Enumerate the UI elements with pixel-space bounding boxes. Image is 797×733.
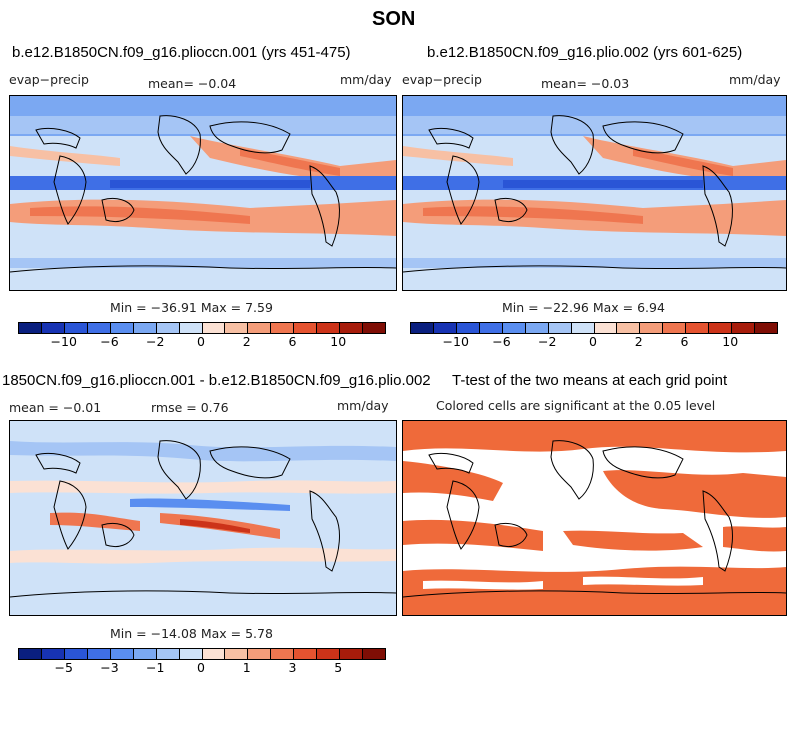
panel3-colorbar [18,648,386,660]
panel2-colorbar-swatch [617,323,641,333]
figure-title: SON [372,8,416,30]
panel1-colorbar-tick-label: −10 [50,334,77,349]
panel1-colorbar-tick-label: 6 [288,334,297,349]
panel3-colorbar-tick-label: 0 [197,660,205,675]
panel1-map [9,95,397,291]
panel3-mean: mean = −0.01 [9,400,102,415]
panel3-minmax: Min = −14.08 Max = 5.78 [110,626,273,641]
panel1-colorbar [18,322,386,334]
panel2-colorbar-swatch [525,323,549,333]
panel1-units: mm/day [340,72,392,87]
panel2-colorbar-swatch [502,323,526,333]
panel2-colorbar-swatch [594,323,618,333]
panel1-colorbar-swatch [225,323,249,333]
panel2-colorbar-swatch [456,323,480,333]
panel3-colorbar-tick-label: −5 [54,660,73,675]
panel1-colorbar-swatch [179,323,203,333]
panel3-colorbar-swatch [248,649,272,659]
panel4-subtitle: Colored cells are significant at the 0.0… [436,398,716,413]
panel1-minmax: Min = −36.91 Max = 7.59 [110,300,273,315]
panel2-colorbar [410,322,778,334]
panel1-colorbar-tick-label: −2 [146,334,165,349]
panel3-colorbar-tick-label: 5 [334,660,343,675]
panel3-colorbar-swatch [340,649,364,659]
panel1-title: b.e12.B1850CN.f09_g16.plioccn.001 (yrs 4… [12,44,351,61]
panel1-colorbar-swatch [156,323,180,333]
panel3-units: mm/day [337,398,389,413]
panel2-map-svg [403,96,786,290]
panel1-mean: mean= −0.04 [148,76,237,91]
panel1-colorbar-tick-label: −6 [100,334,119,349]
panel3-colorbar-swatch [110,649,134,659]
panel2-colorbar-tick-label: 10 [722,334,739,349]
panel1-colorbar-swatch [248,323,272,333]
panel1-colorbar-swatch [363,323,385,333]
panel2-colorbar-swatch [686,323,710,333]
panel3-colorbar-swatch [225,649,249,659]
panel2-colorbar-tick-label: 0 [589,334,597,349]
panel2-colorbar-swatch [732,323,756,333]
panel3-colorbar-swatch [363,649,385,659]
panel3-colorbar-swatch [317,649,341,659]
panel3-colorbar-swatch [133,649,157,659]
panel2-mean: mean= −0.03 [541,76,630,91]
panel1-colorbar-swatch [294,323,318,333]
panel1-map-svg [10,96,396,290]
panel2-colorbar-swatch [709,323,733,333]
panel2-colorbar-swatch [411,323,434,333]
panel3-colorbar-swatch [179,649,203,659]
panel4-title: T-test of the two means at each grid poi… [452,372,728,389]
panel2-colorbar-swatch [755,323,777,333]
panel1-colorbar-tick-label: 10 [330,334,347,349]
panel2-colorbar-tick-label: −10 [442,334,469,349]
panel3-map [9,420,397,616]
panel2-units: mm/day [729,72,781,87]
panel1-colorbar-swatch [317,323,341,333]
panel2-colorbar-tick-label: 6 [680,334,689,349]
panel1-colorbar-swatch [202,323,226,333]
panel3-map-svg [10,421,396,615]
panel1-colorbar-swatch [271,323,295,333]
panel3-title: 1850CN.f09_g16.plioccn.001 - b.e12.B1850… [2,372,431,389]
panel1-colorbar-swatch [340,323,364,333]
panel2-colorbar-swatch [479,323,503,333]
panel1-colorbar-swatch [41,323,65,333]
panel3-colorbar-swatch [294,649,318,659]
panel3-colorbar-tick-label: 3 [288,660,297,675]
panel2-colorbar-swatch [571,323,595,333]
panel1-colorbar-swatch [110,323,134,333]
panel3-colorbar-tick-label: 1 [242,660,251,675]
panel1-colorbar-swatch [133,323,157,333]
panel1-colorbar-swatch [87,323,111,333]
panel2-colorbar-tick-label: −2 [538,334,557,349]
panel1-colorbar-swatch [19,323,42,333]
panel1-colorbar-tick-label: 0 [197,334,205,349]
panel3-colorbar-swatch [41,649,65,659]
panel3-colorbar-swatch [156,649,180,659]
panel4-map-svg [403,421,786,615]
panel2-colorbar-tick-label: 2 [634,334,643,349]
panel3-colorbar-swatch [87,649,111,659]
panel1-variable: evap−precip [9,72,89,87]
panel3-colorbar-tick-label: −3 [100,660,119,675]
panel4-map [402,420,787,616]
panel3-rmse: rmse = 0.76 [151,400,229,415]
panel2-colorbar-swatch [663,323,687,333]
panel3-colorbar-swatch [202,649,226,659]
panel2-colorbar-swatch [433,323,457,333]
panel3-colorbar-tick-label: −1 [146,660,165,675]
panel2-minmax: Min = −22.96 Max = 6.94 [502,300,665,315]
panel1-colorbar-tick-label: 2 [242,334,251,349]
panel2-title: b.e12.B1850CN.f09_g16.plio.002 (yrs 601-… [427,44,743,61]
panel2-map [402,95,787,291]
panel3-colorbar-swatch [19,649,42,659]
panel2-colorbar-tick-label: −6 [492,334,511,349]
panel2-colorbar-swatch [548,323,572,333]
panel1-colorbar-swatch [64,323,88,333]
panel3-colorbar-swatch [271,649,295,659]
panel2-variable: evap−precip [402,72,482,87]
panel2-colorbar-swatch [640,323,664,333]
panel3-colorbar-swatch [64,649,88,659]
